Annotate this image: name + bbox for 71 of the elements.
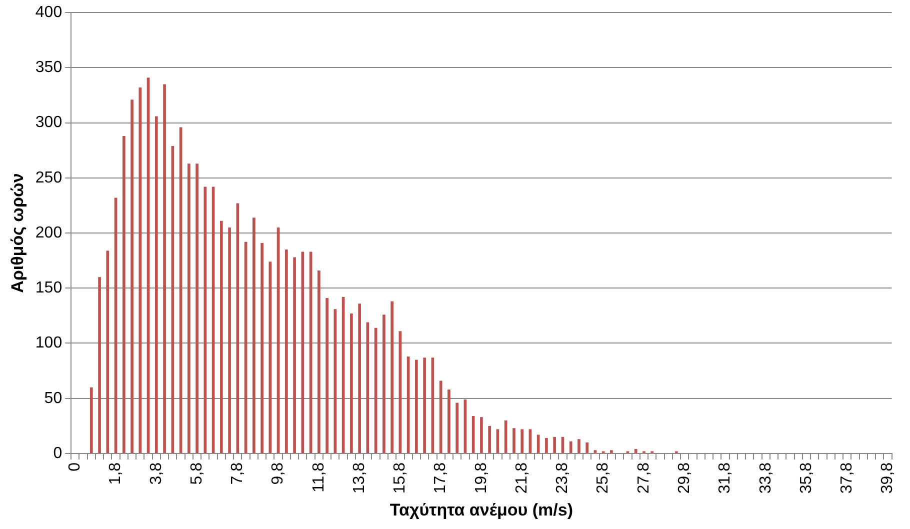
bar [586,442,588,453]
bar [318,270,320,453]
bar [545,438,548,453]
bar [138,88,142,453]
bar [285,250,288,453]
x-tick-label: 29,8 [676,462,693,494]
y-tick-label: 300 [35,114,62,132]
x-tick-label: 27,8 [635,462,652,494]
x-tick-label: 39,8 [879,462,896,494]
bar [293,257,296,453]
bar [260,242,264,453]
y-tick-label: 0 [53,444,62,462]
bar [390,301,394,453]
x-tick-label: 35,8 [798,462,815,494]
y-tick-label: 350 [35,59,62,76]
x-tick-label: 3,8 [148,462,165,485]
x-tick-label: 17,8 [432,462,450,494]
x-tick-label: 23,8 [554,462,572,494]
y-tick-label: 200 [35,224,62,242]
x-tick-label: 25,8 [594,462,612,494]
bar [423,358,426,453]
y-tick-label: 400 [35,4,62,22]
bar [520,429,524,453]
y-tick-label: 250 [35,169,62,186]
x-tick-label: 5,8 [188,462,206,485]
x-tick-label: 0 [66,462,84,472]
bar [228,228,231,453]
bar [171,146,174,453]
x-tick-label: 9,8 [270,462,287,485]
bar [578,439,580,453]
bar [122,136,126,453]
y-tick-label: 150 [35,280,62,297]
bar [610,450,613,453]
y-tick-label: 100 [35,334,62,352]
bar [98,277,101,453]
bar [350,313,353,453]
x-tick-label: 11,8 [310,462,328,492]
bar [415,360,418,453]
bar [634,449,638,453]
bar [358,304,361,453]
x-tick-label: 7,8 [229,462,246,485]
x-tick-label: 21,8 [513,462,530,494]
bar [187,164,190,453]
y-tick-label: 50 [44,390,62,407]
bar [512,428,516,453]
bar [204,186,207,453]
bar [382,314,386,453]
bar [594,450,597,453]
x-tick-label: 33,8 [757,462,774,494]
x-tick-label: 19,8 [472,462,490,494]
bar [163,84,166,453]
bar [456,402,458,453]
bar [252,218,256,453]
x-tick-label: 1,8 [107,462,124,485]
bar [220,220,223,453]
bar [553,436,556,453]
bar [480,417,483,453]
bar [154,116,158,453]
x-tick-label: 15,8 [392,462,409,494]
x-tick-label: 31,8 [716,462,734,494]
x-tick-label: 13,8 [350,462,368,494]
bar [196,164,198,453]
bar [106,250,110,453]
x-axis-title: Ταχύτητα ανέμου (m/s) [390,500,573,520]
bar [488,426,491,453]
x-tick-label: 37,8 [838,462,856,494]
bar [326,298,328,453]
bar [130,100,134,453]
y-axis-title: Αριθμός ωρών [8,173,27,293]
bar [90,387,93,453]
bar [448,390,450,453]
